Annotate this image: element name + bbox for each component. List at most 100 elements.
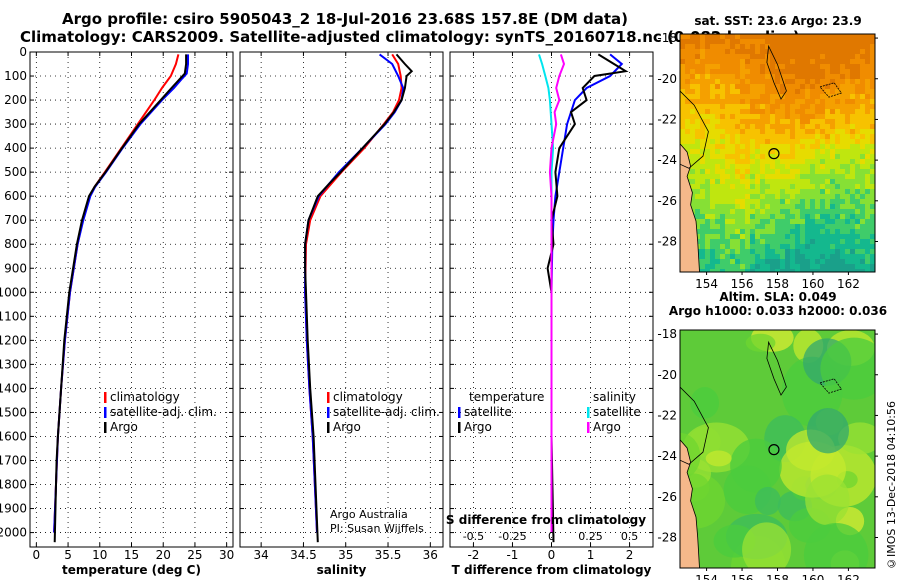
sst-pixel (725, 119, 730, 124)
sst-pixel (760, 264, 765, 269)
sst-pixel (790, 189, 795, 194)
sst-pixel (715, 264, 720, 269)
sst-pixel (800, 74, 805, 79)
sst-pixel (785, 34, 790, 39)
sst-pixel (795, 144, 800, 149)
sst-pixel (810, 94, 815, 99)
sst-pixel (765, 34, 770, 39)
sst-pixel (785, 109, 790, 114)
sst-pixel (720, 204, 725, 209)
sst-pixel (760, 59, 765, 64)
sst-pixel (690, 39, 695, 44)
sst-pixel (840, 169, 845, 174)
sst-pixel (795, 204, 800, 209)
sst-pixel (820, 124, 825, 129)
sst-pixel (810, 134, 815, 139)
sst-pixel (805, 199, 810, 204)
sst-pixel (750, 104, 755, 109)
sst-pixel (745, 159, 750, 164)
sla-blob (805, 474, 850, 526)
sst-pixel (805, 259, 810, 264)
sst-pixel (740, 264, 745, 269)
sst-pixel (855, 189, 860, 194)
sla-blob (742, 522, 792, 568)
sst-pixel (695, 179, 700, 184)
sst-pixel (725, 244, 730, 249)
sst-pixel (845, 179, 850, 184)
sst-pixel (845, 119, 850, 124)
sst-pixel (730, 224, 735, 229)
sst-pixel (740, 44, 745, 49)
sst-pixel (835, 219, 840, 224)
sst-pixel (795, 229, 800, 234)
sst-pixel (740, 169, 745, 174)
sst-pixel (765, 209, 770, 214)
sst-pixel (795, 194, 800, 199)
sst-pixel (825, 249, 830, 254)
sst-pixel (750, 74, 755, 79)
sst-pixel (815, 164, 820, 169)
sst-pixel (760, 124, 765, 129)
sst-pixel (705, 159, 710, 164)
sst-pixel (685, 84, 690, 89)
sst-pixel (780, 184, 785, 189)
sst-pixel (765, 94, 770, 99)
legend-argo-swatch (104, 422, 107, 433)
sst-pixel (755, 89, 760, 94)
sst-pixel (830, 209, 835, 214)
sst-pixel (730, 159, 735, 164)
sst-pixel (770, 119, 775, 124)
sst-pixel (830, 199, 835, 204)
sst-pixel (825, 104, 830, 109)
sst-pixel (765, 119, 770, 124)
sst-pixel (740, 259, 745, 264)
sst-pixel (765, 244, 770, 249)
map-x-tick-label: 158 (766, 277, 789, 291)
sst-pixel (810, 194, 815, 199)
sst-pixel (715, 109, 720, 114)
sst-pixel (815, 269, 820, 272)
sst-pixel (855, 134, 860, 139)
sst-pixel (845, 224, 850, 229)
sst-pixel (765, 224, 770, 229)
sst-pixel (690, 114, 695, 119)
sst-pixel (695, 204, 700, 209)
sst-pixel (825, 254, 830, 259)
sst-pixel (780, 234, 785, 239)
sst-pixel (755, 239, 760, 244)
sst-pixel (820, 204, 825, 209)
sst-pixel (820, 39, 825, 44)
sst-pixel (685, 49, 690, 54)
series-line-climatology (304, 53, 403, 533)
sst-pixel (735, 49, 740, 54)
sst-pixel (770, 74, 775, 79)
y-tick-label: 1900 (0, 502, 27, 516)
sst-pixel (825, 74, 830, 79)
sst-pixel (720, 249, 725, 254)
sst-pixel (845, 174, 850, 179)
sst-pixel (810, 34, 815, 39)
sst-pixel (860, 179, 865, 184)
sst-pixel (715, 149, 720, 154)
sst-pixel (835, 94, 840, 99)
sst-pixel (750, 129, 755, 134)
sst-pixel (770, 84, 775, 89)
sst-pixel (730, 69, 735, 74)
sst-pixel (795, 149, 800, 154)
sst-pixel (720, 79, 725, 84)
sst-pixel (715, 179, 720, 184)
sst-pixel (680, 74, 685, 79)
sst-pixel (830, 49, 835, 54)
sst-pixel (800, 129, 805, 134)
sst-pixel (865, 124, 870, 129)
sst-pixel (835, 144, 840, 149)
sst-pixel (865, 184, 870, 189)
sst-pixel (795, 74, 800, 79)
sst-pixel (865, 259, 870, 264)
sst-pixel (870, 154, 875, 159)
sst-pixel (765, 169, 770, 174)
sst-pixel (760, 114, 765, 119)
sst-pixel (710, 259, 715, 264)
sst-pixel (785, 224, 790, 229)
sst-pixel (845, 69, 850, 74)
